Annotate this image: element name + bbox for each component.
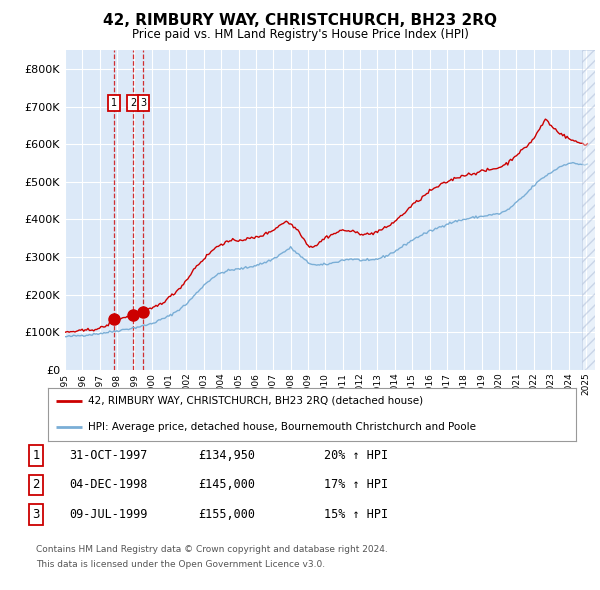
- Text: £155,000: £155,000: [198, 508, 255, 521]
- Text: 15% ↑ HPI: 15% ↑ HPI: [324, 508, 388, 521]
- Text: 42, RIMBURY WAY, CHRISTCHURCH, BH23 2RQ (detached house): 42, RIMBURY WAY, CHRISTCHURCH, BH23 2RQ …: [88, 396, 423, 406]
- Text: 31-OCT-1997: 31-OCT-1997: [69, 449, 148, 462]
- Text: Price paid vs. HM Land Registry's House Price Index (HPI): Price paid vs. HM Land Registry's House …: [131, 28, 469, 41]
- Text: 09-JUL-1999: 09-JUL-1999: [69, 508, 148, 521]
- Text: 20% ↑ HPI: 20% ↑ HPI: [324, 449, 388, 462]
- Text: 1: 1: [32, 449, 40, 462]
- Bar: [581, 50, 595, 370]
- Text: 17% ↑ HPI: 17% ↑ HPI: [324, 478, 388, 491]
- Text: 42, RIMBURY WAY, CHRISTCHURCH, BH23 2RQ: 42, RIMBURY WAY, CHRISTCHURCH, BH23 2RQ: [103, 13, 497, 28]
- Text: 3: 3: [32, 508, 40, 521]
- Text: 2: 2: [32, 478, 40, 491]
- Text: 3: 3: [140, 98, 146, 108]
- Text: Contains HM Land Registry data © Crown copyright and database right 2024.: Contains HM Land Registry data © Crown c…: [36, 545, 388, 555]
- Text: £134,950: £134,950: [198, 449, 255, 462]
- Text: HPI: Average price, detached house, Bournemouth Christchurch and Poole: HPI: Average price, detached house, Bour…: [88, 422, 476, 432]
- Text: This data is licensed under the Open Government Licence v3.0.: This data is licensed under the Open Gov…: [36, 560, 325, 569]
- Text: 2: 2: [130, 98, 136, 108]
- Text: £145,000: £145,000: [198, 478, 255, 491]
- Text: 04-DEC-1998: 04-DEC-1998: [69, 478, 148, 491]
- Text: 1: 1: [111, 98, 117, 108]
